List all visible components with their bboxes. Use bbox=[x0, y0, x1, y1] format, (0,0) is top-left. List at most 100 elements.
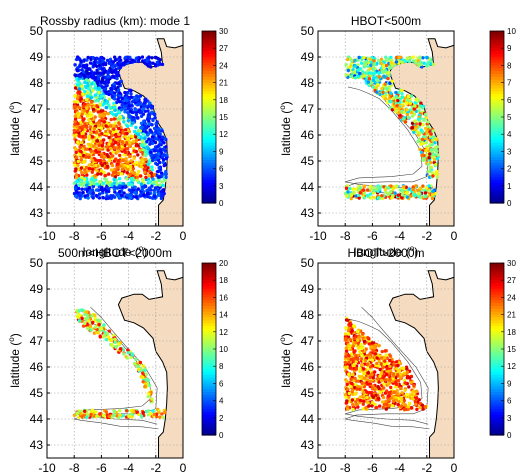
scatter-point bbox=[358, 186, 363, 190]
scatter-point bbox=[398, 375, 402, 380]
scatter-point bbox=[368, 375, 372, 380]
scatter-point bbox=[103, 161, 107, 166]
colorbar-segment bbox=[202, 346, 216, 350]
scatter-point bbox=[412, 130, 416, 134]
scatter-point bbox=[389, 184, 393, 188]
colorbar-segment bbox=[490, 263, 504, 267]
scatter-point bbox=[355, 387, 359, 391]
scatter-point bbox=[349, 193, 353, 198]
scatter-point bbox=[129, 193, 134, 197]
scatter-point bbox=[89, 149, 93, 153]
scatter-point bbox=[87, 166, 92, 171]
y-tick-label: 48 bbox=[30, 308, 44, 322]
scatter-point bbox=[136, 144, 141, 148]
scatter-point bbox=[73, 114, 78, 118]
x-tick-label: -2 bbox=[421, 229, 432, 243]
y-tick-label: 44 bbox=[30, 412, 44, 426]
scatter-point bbox=[132, 149, 136, 153]
scatter-point bbox=[361, 188, 365, 192]
scatter-point bbox=[75, 190, 79, 194]
scatter-point bbox=[134, 195, 139, 199]
scatter-point bbox=[358, 387, 362, 391]
scatter-point bbox=[95, 104, 99, 108]
scatter-point bbox=[396, 403, 400, 407]
scatter-series bbox=[343, 316, 428, 412]
scatter-point bbox=[146, 109, 150, 113]
scatter-point bbox=[126, 351, 130, 355]
scatter-point bbox=[156, 144, 160, 149]
scatter-point bbox=[382, 74, 386, 78]
scatter-point bbox=[122, 120, 126, 124]
scatter-point bbox=[426, 124, 430, 128]
colorbar-segment bbox=[490, 91, 504, 95]
scatter-point bbox=[394, 110, 398, 114]
scatter-point bbox=[151, 177, 155, 181]
scatter-point bbox=[154, 55, 158, 60]
scatter-point bbox=[365, 188, 370, 192]
colorbar-segment bbox=[202, 400, 216, 405]
colorbar-segment bbox=[490, 39, 504, 44]
scatter-point bbox=[376, 196, 381, 200]
colorbar-segment bbox=[202, 59, 216, 64]
colorbar-segment bbox=[490, 137, 504, 141]
scatter-point bbox=[124, 128, 128, 132]
scatter-point bbox=[80, 187, 84, 191]
scatter-point bbox=[368, 391, 372, 395]
colorbar-segment bbox=[202, 45, 216, 49]
scatter-point bbox=[163, 172, 167, 176]
scatter-point bbox=[371, 78, 376, 83]
scatter-point bbox=[383, 359, 387, 363]
scatter-point bbox=[350, 329, 354, 333]
scatter-point bbox=[139, 414, 144, 418]
scatter-point bbox=[395, 367, 399, 371]
panel-4: -10 -8 -6 -4 -2 0 43 44 45 46 47 48 49 50 HBOT>2000mlo… bbox=[278, 246, 516, 472]
scatter-point bbox=[356, 346, 361, 350]
colorbar-segment bbox=[202, 323, 216, 327]
scatter-point bbox=[141, 107, 145, 111]
scatter-point bbox=[126, 111, 130, 115]
scatter-point bbox=[150, 397, 154, 401]
x-axis-label: longitude (o) bbox=[354, 244, 419, 259]
scatter-point bbox=[134, 98, 139, 102]
colorbar-segment bbox=[490, 285, 504, 290]
scatter-point bbox=[161, 158, 166, 162]
scatter-point bbox=[84, 155, 88, 159]
scatter-point bbox=[400, 60, 404, 64]
colorbar-tick-label: 2 bbox=[219, 414, 224, 423]
scatter-point bbox=[411, 55, 416, 59]
scatter-point bbox=[375, 361, 379, 366]
colorbar-segment bbox=[490, 349, 504, 353]
scatter-point bbox=[99, 109, 103, 113]
scatter-point bbox=[388, 81, 392, 85]
scatter-point bbox=[125, 409, 129, 413]
scatter-point bbox=[147, 122, 151, 126]
scatter-point bbox=[77, 81, 82, 85]
scatter-point bbox=[155, 60, 159, 65]
scatter-point bbox=[399, 109, 404, 114]
scatter-point bbox=[435, 145, 439, 149]
scatter-point bbox=[376, 82, 380, 87]
scatter-point bbox=[407, 376, 412, 380]
scatter-point bbox=[357, 196, 361, 200]
scatter-point bbox=[426, 120, 430, 124]
scatter-point bbox=[158, 183, 162, 187]
colorbar-tick-label: 7 bbox=[507, 79, 512, 88]
scatter-point bbox=[412, 112, 417, 116]
x-tick-label: -4 bbox=[394, 229, 405, 243]
x-tick-label: 0 bbox=[451, 461, 458, 472]
scatter-point bbox=[127, 414, 131, 419]
colorbar-segment bbox=[202, 39, 216, 44]
scatter-point bbox=[368, 365, 373, 369]
scatter-point bbox=[117, 81, 121, 85]
scatter-point bbox=[105, 196, 110, 200]
colorbar-segment bbox=[490, 162, 504, 167]
scatter-point bbox=[91, 107, 96, 112]
scatter-point bbox=[79, 59, 83, 63]
colorbar-segment bbox=[490, 297, 504, 301]
scatter-point bbox=[360, 332, 365, 336]
scatter-point bbox=[386, 76, 390, 81]
scatter-point bbox=[85, 415, 89, 419]
scatter-point bbox=[360, 381, 364, 385]
scatter-point bbox=[97, 123, 101, 127]
